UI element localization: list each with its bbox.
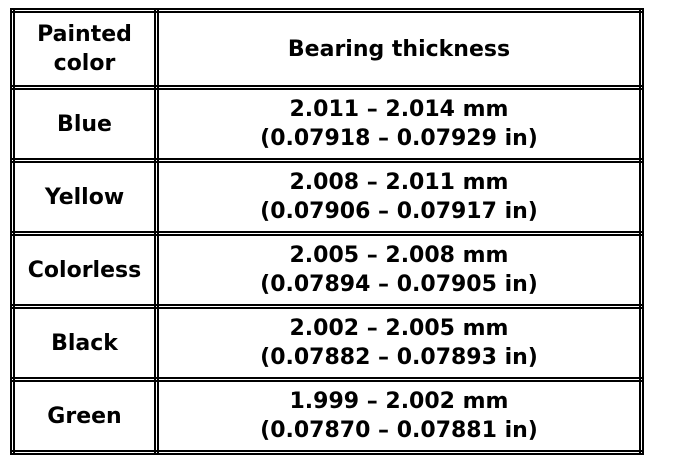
thickness-in: (0.07870 – 0.07881 in) (260, 418, 538, 443)
color-cell: Black (10, 304, 159, 382)
table-row: Blue 2.011 – 2.014 mm (0.07918 – 0.07929 i… (10, 85, 644, 163)
header-cell: Bearing thickness (154, 8, 644, 90)
table-row: Colorless 2.005 – 2.008 mm (0.07894 – 0.07… (10, 231, 644, 309)
thickness-in: (0.07918 – 0.07929 in) (260, 126, 538, 151)
table-body: Painted color Bearing thickness Blue 2.01… (10, 8, 644, 455)
thickness-cell: 2.011 – 2.014 mm (0.07918 – 0.07929 in) (154, 85, 644, 163)
thickness-cell: 2.005 – 2.008 mm (0.07894 – 0.07905 in) (154, 231, 644, 309)
header-row: Painted color Bearing thickness (10, 8, 644, 90)
table-row: Black 2.002 – 2.005 mm (0.07882 – 0.07893 … (10, 304, 644, 382)
thickness-mm: 2.008 – 2.011 mm (289, 170, 509, 195)
thickness-cell: 2.008 – 2.011 mm (0.07906 – 0.07917 in) (154, 158, 644, 236)
thickness-mm: 1.999 – 2.002 mm (289, 389, 509, 414)
thickness-mm: 2.005 – 2.008 mm (289, 243, 509, 268)
table-row: Green 1.999 – 2.002 mm (0.07870 – 0.07881 … (10, 377, 644, 455)
thickness-cell: 2.002 – 2.005 mm (0.07882 – 0.07893 in) (154, 304, 644, 382)
color-cell: Yellow (10, 158, 159, 236)
thickness-in: (0.07894 – 0.07905 in) (260, 272, 538, 297)
table-row: Yellow 2.008 – 2.011 mm (0.07906 – 0.07917… (10, 158, 644, 236)
color-cell: Blue (10, 85, 159, 163)
thickness-cell: 1.999 – 2.002 mm (0.07870 – 0.07881 in) (154, 377, 644, 455)
thickness-mm: 2.002 – 2.005 mm (289, 316, 509, 341)
color-cell: Colorless (10, 231, 159, 309)
thickness-mm: 2.011 – 2.014 mm (289, 97, 509, 122)
color-cell: Green (10, 377, 159, 455)
header-cell: Painted color (10, 8, 159, 90)
thickness-in: (0.07906 – 0.07917 in) (260, 199, 538, 224)
bearing-table: Painted color Bearing thickness Blue 2.01… (10, 8, 644, 455)
thickness-in: (0.07882 – 0.07893 in) (260, 345, 538, 370)
